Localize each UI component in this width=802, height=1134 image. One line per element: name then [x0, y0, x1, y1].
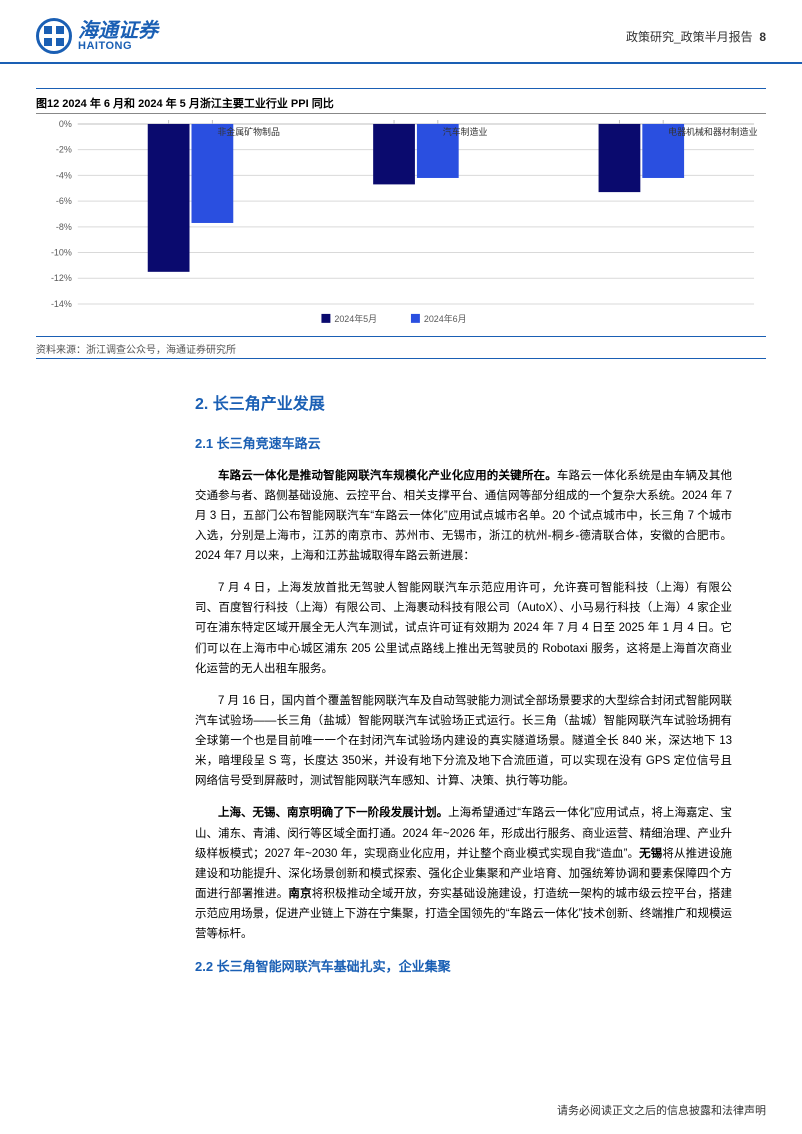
section-2-2-heading: 2.2 长三角智能网联汽车基础扎实，企业集聚: [195, 956, 732, 979]
footer-disclaimer: 请务必阅读正文之后的信息披露和法律声明: [557, 1102, 766, 1118]
svg-text:非金属矿物制品: 非金属矿物制品: [217, 126, 280, 137]
p4-b2: 无锡: [639, 848, 662, 860]
chart-title: 图12 2024 年 6 月和 2024 年 5 月浙江主要工业行业 PPI 同…: [36, 89, 766, 113]
para-2-1-2: 7 月 4 日，上海发放首批无驾驶人智能网联汽车示范应用许可，允许赛可智能科技（…: [195, 578, 732, 679]
chart-source: 资料来源：浙江调查公众号，海通证券研究所: [36, 336, 766, 359]
svg-text:-10%: -10%: [51, 248, 72, 258]
p1-rest: 车路云一体化系统是由车辆及其他交通参与者、路侧基础设施、云控平台、相关支撑平台、…: [195, 470, 732, 563]
para-2-1-3: 7 月 16 日，国内首个覆盖智能网联汽车及自动驾驶能力测试全部场景要求的大型综…: [195, 691, 732, 792]
p1-bold: 车路云一体化是推动智能网联汽车规模化产业化应用的关键所在。: [218, 470, 557, 482]
chart-canvas: 0% -2% -4% -6% -8% -10% -12% -14% 非金属矿物制品 汽车制造业 电器…: [36, 113, 766, 336]
chart-figure-12: 图12 2024 年 6 月和 2024 年 5 月浙江主要工业行业 PPI 同…: [36, 88, 766, 359]
svg-text:-6%: -6%: [56, 196, 72, 206]
svg-text:-14%: -14%: [51, 299, 72, 309]
svg-text:-2%: -2%: [56, 145, 72, 155]
logo: 海通证券 HAITONG: [36, 18, 158, 54]
svg-text:电器机械和器材制造业: 电器机械和器材制造业: [668, 126, 757, 137]
haitong-logo-icon: [36, 18, 72, 54]
svg-text:-4%: -4%: [56, 170, 72, 180]
section-2-heading: 2. 长三角产业发展: [195, 391, 732, 419]
section-2-1-heading: 2.1 长三角竞速车路云: [195, 433, 732, 456]
page-header: 海通证券 HAITONG 政策研究_政策半月报告 8: [0, 0, 802, 64]
svg-text:汽车制造业: 汽车制造业: [443, 126, 488, 137]
body-content: 2. 长三角产业发展 2.1 长三角竞速车路云 车路云一体化是推动智能网联汽车规…: [195, 391, 732, 979]
p4-b1: 上海、无锡、南京明确了下一阶段发展计划。: [218, 807, 448, 819]
svg-text:0%: 0%: [59, 119, 72, 129]
para-2-1-1: 车路云一体化是推动智能网联汽车规模化产业化应用的关键所在。车路云一体化系统是由车…: [195, 466, 732, 567]
bar-chart-svg: 0% -2% -4% -6% -8% -10% -12% -14% 非金属矿物制品 汽车制造业 电器…: [38, 118, 764, 332]
svg-text:-8%: -8%: [56, 222, 72, 232]
svg-text:-12%: -12%: [51, 273, 72, 283]
page-number: 8: [759, 30, 766, 44]
svg-text:2024年6月: 2024年6月: [424, 313, 467, 324]
svg-text:2024年5月: 2024年5月: [334, 313, 377, 324]
p4-b3: 南京: [288, 888, 311, 900]
breadcrumb-text: 政策研究_政策半月报告: [626, 30, 753, 44]
header-breadcrumb: 政策研究_政策半月报告 8: [626, 28, 766, 45]
logo-cn: 海通证券: [78, 21, 158, 41]
logo-en: HAITONG: [78, 41, 158, 52]
para-2-1-4: 上海、无锡、南京明确了下一阶段发展计划。上海希望通过“车路云一体化”应用试点，将…: [195, 803, 732, 944]
